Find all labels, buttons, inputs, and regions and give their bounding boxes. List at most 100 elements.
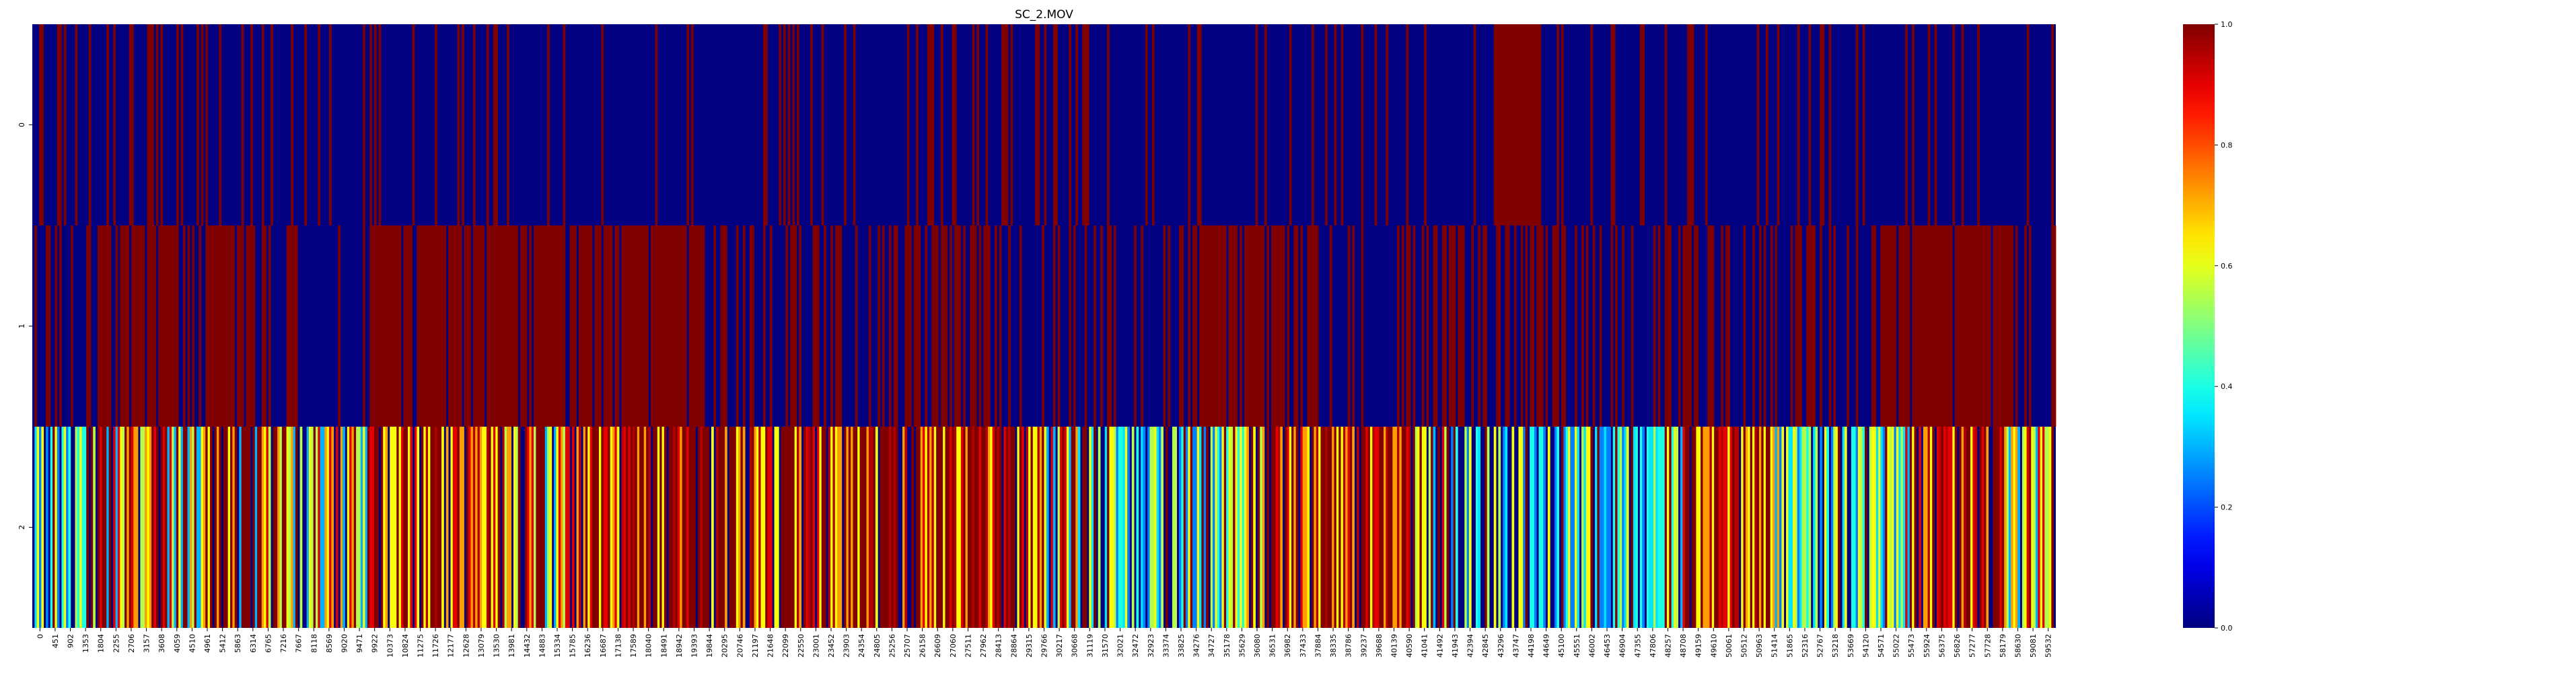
heatmap-cell <box>2042 427 2045 628</box>
x-tick-label: 37433 <box>1299 634 1308 658</box>
heatmap-cell <box>893 225 898 427</box>
heatmap-cell <box>1756 427 1760 628</box>
heatmap-cell <box>160 24 164 225</box>
heatmap-cell <box>1451 427 1454 628</box>
heatmap-cell <box>878 225 880 427</box>
heatmap-cell <box>336 427 338 628</box>
x-tick-label: 23903 <box>843 634 851 658</box>
heatmap-cell <box>1388 427 1393 628</box>
heatmap-cell <box>950 427 952 628</box>
heatmap-cell <box>1752 225 1755 427</box>
heatmap-cell <box>117 427 120 628</box>
heatmap-cell <box>556 427 559 628</box>
heatmap-cell <box>1001 24 1009 225</box>
heatmap-cell <box>1192 427 1198 628</box>
heatmap-cell <box>1314 427 1317 628</box>
x-tick-label: 46002 <box>1587 634 1596 658</box>
x-tick-label: 1353 <box>81 634 90 653</box>
heatmap-cell <box>637 427 640 628</box>
heatmap-cell <box>1003 427 1007 628</box>
heatmap-cell <box>1345 427 1348 628</box>
heatmap-cell <box>257 427 262 628</box>
heatmap-cell <box>1929 427 1933 628</box>
x-tick-label: 25256 <box>888 634 896 658</box>
heatmap-cell <box>115 225 118 427</box>
heatmap-cell <box>789 225 797 427</box>
heatmap-cell <box>902 427 905 628</box>
heatmap-cell <box>2004 427 2007 628</box>
heatmap-cell <box>517 427 521 628</box>
heatmap-cell <box>1412 225 1416 427</box>
heatmap-cell <box>2013 427 2016 628</box>
heatmap-cell <box>1653 225 1656 427</box>
heatmap-cell <box>1907 427 1910 628</box>
x-tick-label: 33825 <box>1177 634 1186 658</box>
heatmap-cell <box>1844 427 1847 628</box>
heatmap-cell <box>1275 427 1279 628</box>
heatmap-cell <box>565 427 570 628</box>
heatmap-cell <box>1151 24 1155 225</box>
heatmap-cell <box>1599 225 1602 427</box>
heatmap-cell <box>1729 427 1733 628</box>
heatmap-cell <box>1257 427 1260 628</box>
heatmap-cell <box>857 427 860 628</box>
x-tick-label: 56826 <box>1953 634 1962 658</box>
heatmap-cell <box>592 427 600 628</box>
x-tick-label: 28413 <box>995 634 1003 658</box>
heatmap-cell <box>1750 427 1753 628</box>
heatmap-cell <box>1581 225 1584 427</box>
heatmap-cell <box>1246 427 1249 628</box>
heatmap-cell <box>1676 427 1679 628</box>
heatmap-cell <box>1484 427 1488 628</box>
heatmap-cell <box>1408 427 1411 628</box>
x-tick-label: 53669 <box>1847 634 1855 658</box>
heatmap-cell <box>1590 24 1594 225</box>
heatmap-cell <box>1453 427 1456 628</box>
heatmap-cell <box>441 427 444 628</box>
heatmap-cell <box>1369 427 1373 628</box>
heatmap-cell <box>1748 427 1751 628</box>
heatmap-cell <box>1799 427 1802 628</box>
heatmap-cell <box>1743 225 1746 427</box>
heatmap-cell <box>1206 427 1209 628</box>
heatmap-cell <box>1707 225 1715 427</box>
heatmap-cell <box>1871 427 1877 628</box>
x-tick-label: 47355 <box>1633 634 1642 658</box>
heatmap-cell <box>1255 24 1258 225</box>
heatmap-cell <box>1240 225 1242 427</box>
x-tick-label: 34727 <box>1207 634 1216 658</box>
heatmap-cell <box>1005 427 1009 628</box>
heatmap-cell <box>980 427 987 628</box>
heatmap-cell <box>90 427 94 628</box>
heatmap-cell <box>176 24 179 225</box>
heatmap-cell <box>495 427 499 628</box>
x-tick-label: 41041 <box>1421 634 1429 658</box>
heatmap-cell <box>576 427 579 628</box>
heatmap-cell <box>1057 427 1061 628</box>
heatmap-cell <box>1666 427 1670 628</box>
heatmap-cell <box>385 427 388 628</box>
heatmap-cell <box>486 427 489 628</box>
heatmap-cell <box>1801 427 1807 628</box>
heatmap-cell <box>241 427 251 628</box>
heatmap-cell <box>785 225 789 427</box>
heatmap-cell <box>1554 427 1557 628</box>
heatmap-cell <box>1026 427 1029 628</box>
heatmap-cell <box>1754 427 1758 628</box>
heatmap-cell <box>664 427 667 628</box>
x-tick-label: 51414 <box>1770 634 1779 658</box>
heatmap-cell <box>547 427 550 628</box>
heatmap-cell <box>1421 225 1425 427</box>
heatmap-cell <box>1482 225 1488 427</box>
heatmap-cell <box>1475 427 1478 628</box>
heatmap-cell <box>2035 427 2038 628</box>
heatmap-cell <box>933 427 937 628</box>
heatmap-cell <box>1727 427 1730 628</box>
heatmap-cell <box>318 24 321 225</box>
heatmap-cell <box>2044 427 2050 628</box>
heatmap-cell <box>1880 427 1884 628</box>
heatmap-cell <box>1221 427 1225 628</box>
heatmap-cell <box>196 24 199 225</box>
heatmap-cell <box>796 24 799 225</box>
heatmap-cell <box>972 24 975 225</box>
